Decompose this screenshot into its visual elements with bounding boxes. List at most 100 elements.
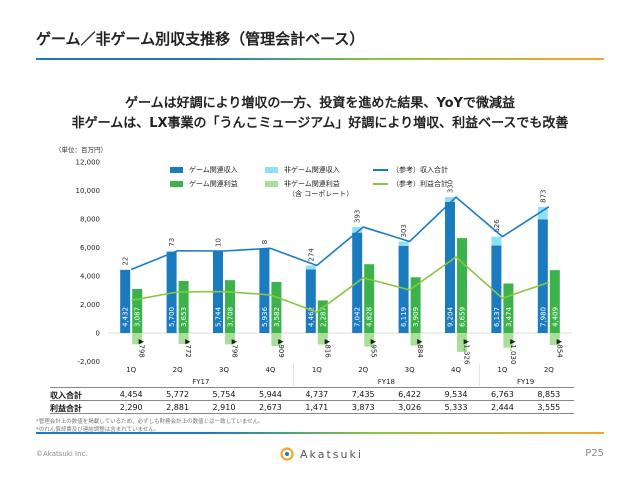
bar-game-revenue: [445, 201, 455, 333]
label-game-revenue: 4,462: [307, 307, 315, 327]
label-game-revenue: 5,936: [261, 306, 269, 327]
label-nongame-profit: ▲1,326: [463, 339, 471, 365]
y-tick-label: 12,000: [76, 159, 101, 167]
table-profit-cell: 5,333: [444, 403, 468, 412]
table-profit-cell: 3,873: [351, 403, 375, 412]
x-tick-label: 2Q: [173, 366, 183, 374]
label-nongame-profit: ▲798: [138, 339, 146, 358]
y-tick-label: 8,000: [80, 216, 100, 224]
footnote-accounting: *管理会計上の数値を掲載しているため、必ずしも財務会計上の数値とは一致していませ…: [36, 419, 264, 425]
footnote-goodwill: *のれん償却費及び連結調整は含まれていません。: [36, 427, 160, 433]
label-nongame-revenue: 73: [168, 238, 176, 247]
bar-nongame-profit: [178, 333, 189, 345]
label-game-revenue: 7,042: [354, 307, 362, 327]
legend-label: 非ゲーム関連収入: [284, 165, 340, 174]
label-game-revenue: 6,119: [400, 307, 408, 327]
bar-nongame-profit: [271, 333, 282, 346]
bar-game-profit: [457, 238, 467, 333]
label-nongame-profit: ▲1,030: [509, 339, 517, 364]
table-profit-label: 利益合計: [50, 404, 82, 413]
x-tick-label: 2Q: [358, 366, 368, 374]
label-nongame-revenue: 8: [261, 240, 269, 244]
company-logo: Akatsuki: [280, 447, 363, 461]
table-profit-cell: 2,290: [119, 403, 143, 412]
bar-game-revenue: [120, 269, 131, 333]
y-tick-label: 10,000: [76, 187, 101, 195]
line-total-revenue: [130, 196, 550, 271]
bar-nongame-revenue: [398, 241, 409, 246]
bar-nongame-revenue: [352, 227, 363, 233]
bar-game-revenue: [259, 248, 270, 333]
table-revenue-cell: 4,454: [119, 390, 143, 399]
label-game-profit: 3,474: [505, 306, 513, 327]
bar-nongame-profit: [364, 333, 375, 347]
x-tick-label: 3Q: [405, 366, 415, 374]
label-game-profit: 2,287: [319, 307, 327, 327]
label-nongame-profit: ▲854: [555, 339, 563, 358]
y-tick-label: 2,000: [80, 301, 100, 309]
label-nongame-profit: ▲816: [323, 339, 331, 358]
legend-swatch: [265, 181, 278, 187]
label-game-profit: 4,828: [366, 307, 374, 327]
bar-nongame-profit: [225, 333, 235, 345]
legend-swatch: [170, 167, 183, 173]
label-nongame-profit: ▲955: [370, 339, 378, 358]
label-game-profit: 3,653: [180, 307, 188, 327]
label-nongame-revenue: 626: [493, 219, 501, 233]
label-nongame-profit: ▲798: [231, 339, 239, 358]
label-nongame-revenue: 393: [354, 210, 362, 223]
label-game-profit: 3,087: [134, 307, 142, 327]
x-tick-label: 4Q: [265, 366, 275, 374]
legend-swatch: [265, 167, 278, 173]
bar-game-profit: [410, 277, 421, 333]
y-tick-label: 0: [96, 330, 100, 338]
fiscal-year-label: FY19: [517, 378, 534, 386]
bar-nongame-profit: [503, 333, 514, 348]
label-nongame-profit: ▲884: [416, 339, 424, 358]
label-nongame-revenue: 303: [400, 224, 408, 237]
page-title: ゲーム／非ゲーム別収支推移（管理会計ベース）: [36, 30, 365, 48]
label-nongame-revenue: 274: [307, 248, 315, 262]
fiscal-year-label: FY17: [192, 378, 209, 386]
table-revenue-cell: 9,534: [444, 390, 468, 399]
headline-nongame: 非ゲームは、LX事業の「うんこミュージアム」好調により増収、利益ベースでも改善: [71, 116, 569, 131]
bar-nongame-profit: [549, 333, 560, 346]
fiscal-year-label: FY18: [378, 378, 395, 386]
bar-game-profit: [317, 300, 328, 333]
copyright: ©Akatsuki Inc.: [36, 450, 88, 458]
bar-game-profit: [132, 289, 143, 333]
label-game-profit: 3,582: [273, 307, 281, 327]
table-mid-line: [50, 400, 574, 401]
legend-swatch: [170, 181, 183, 187]
y-tick-label: -2,000: [77, 358, 100, 366]
bar-game-profit: [271, 281, 282, 333]
table-profit-cell: 2,910: [212, 403, 236, 412]
bar-nongame-profit: [317, 333, 328, 345]
table-profit-cell: 3,026: [398, 403, 422, 412]
table-profit-cell: 2,673: [258, 403, 282, 412]
bar-game-revenue: [491, 245, 502, 333]
table-profit-cell: 3,555: [537, 403, 561, 412]
label-nongame-profit: ▲772: [184, 339, 192, 358]
title-divider-accent: [36, 58, 604, 60]
legend-label: （参考）収入合計: [392, 165, 448, 174]
page-number: P25: [585, 448, 604, 459]
label-game-profit: 3,708: [227, 307, 235, 327]
bar-nongame-profit: [457, 333, 467, 352]
label-game-profit: 3,909: [412, 307, 420, 327]
x-tick-label: 4Q: [451, 366, 461, 374]
label-nongame-revenue: 330: [447, 180, 455, 193]
bar-game-profit: [503, 283, 514, 333]
label-nongame-revenue: 22: [122, 257, 130, 266]
bar-nongame-revenue: [491, 236, 502, 246]
table-revenue-label: 収入合計: [50, 391, 82, 400]
label-game-revenue: 6,137: [493, 307, 501, 327]
logo-text: Akatsuki: [300, 447, 363, 461]
bar-nongame-revenue: [445, 197, 455, 202]
label-game-revenue: 5,700: [168, 307, 176, 327]
legend-label: 非ゲーム関連利益: [284, 179, 340, 188]
table-profit-cell: 2,881: [166, 403, 190, 412]
legend-label: ゲーム関連利益: [189, 179, 238, 188]
bar-game-profit: [178, 280, 189, 333]
